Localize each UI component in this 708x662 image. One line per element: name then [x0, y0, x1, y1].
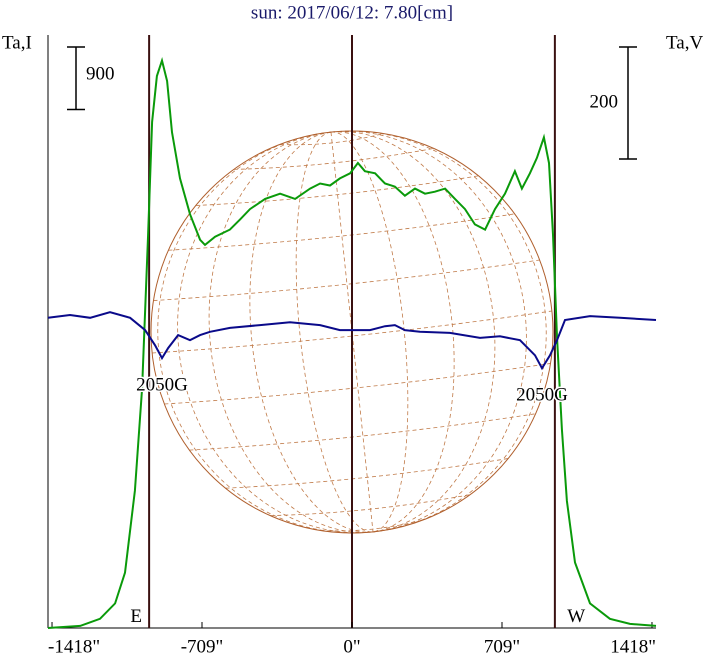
- scale-bar: [619, 46, 637, 160]
- meridian: [330, 132, 374, 532]
- meridian: [330, 130, 527, 533]
- parallel: [168, 213, 515, 251]
- x-tick-label: -709": [181, 636, 224, 657]
- y-axis-label: Ta,I: [2, 32, 32, 53]
- y2-axis-label: Ta,V: [666, 32, 703, 53]
- parallel: [233, 147, 434, 170]
- parallel: [279, 133, 384, 146]
- series-line: [47, 311, 657, 371]
- x-tick-label: -1418": [48, 636, 100, 657]
- annotation: 2050G: [516, 385, 568, 406]
- meridian: [208, 131, 374, 533]
- meridian: [177, 131, 374, 534]
- meridian: [295, 131, 374, 533]
- x-tick-label: 709": [484, 636, 520, 657]
- annotation: 2050G: [136, 374, 188, 395]
- annotation: E: [130, 606, 142, 627]
- parallel: [320, 519, 425, 532]
- series-line: [47, 57, 657, 629]
- scale-bar-label: 200: [590, 91, 619, 112]
- sun-grid: [152, 130, 552, 534]
- scale-bar: [67, 46, 85, 111]
- annotation: W: [567, 606, 585, 627]
- x-tick-label: 1418": [610, 636, 656, 657]
- parallel: [195, 175, 479, 206]
- scale-bar-label: 900: [86, 63, 115, 84]
- parallel: [270, 494, 471, 517]
- parallel: [164, 363, 551, 405]
- meridian: [330, 131, 409, 533]
- parallel: [189, 413, 536, 451]
- x-tick-label: 0": [343, 636, 360, 657]
- meridian: [330, 131, 496, 533]
- parallel: [153, 259, 540, 301]
- parallel: [225, 458, 509, 489]
- chart-title: sun: 2017/06/12: 7.80[cm]: [251, 2, 453, 23]
